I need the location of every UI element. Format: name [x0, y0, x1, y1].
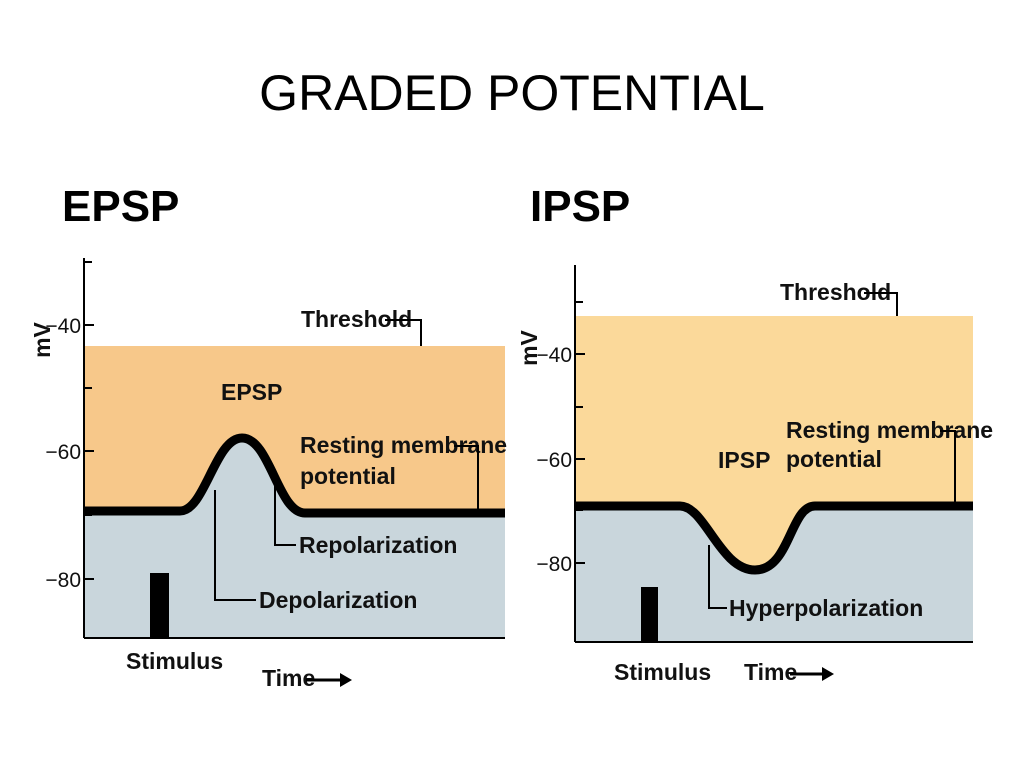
- epsp-tick-label: −40: [45, 315, 81, 338]
- ipsp-threshold-leader: [864, 292, 898, 316]
- epsp-resting-label-line2: potential: [300, 463, 396, 489]
- epsp-time-arrow: [306, 673, 352, 687]
- ipsp-above-rest-region: [575, 316, 973, 506]
- ipsp-hyperpolarization-label: Hyperpolarization: [729, 595, 923, 621]
- epsp-threshold-leader: [385, 319, 422, 346]
- ipsp-heading: IPSP: [530, 182, 631, 231]
- epsp-stimulus-bar: [150, 573, 169, 638]
- epsp-depolarization-label: Depolarization: [259, 587, 417, 613]
- epsp-depolarization-leader: [214, 490, 256, 601]
- ipsp-resting-label: Resting membrane: [786, 417, 993, 443]
- ipsp-tick-label: −80: [536, 553, 572, 576]
- epsp-repolarization-label: Repolarization: [299, 532, 457, 558]
- ipsp-tick-label: −40: [536, 344, 572, 367]
- ipsp-diagram: −40 −60 −80 mV Stimulus Time Threshold I…: [516, 265, 993, 685]
- ipsp-time-arrow: [790, 667, 834, 681]
- ipsp-hyperpolarization-leader: [708, 545, 727, 609]
- epsp-curve-label: EPSP: [221, 379, 282, 405]
- epsp-diagram: −40 −60 −80 mV Stimulus Time Threshold E…: [29, 258, 507, 691]
- epsp-above-rest-region: [84, 346, 505, 510]
- epsp-resting-leader: [454, 445, 479, 511]
- ipsp-time-label: Time: [744, 659, 797, 685]
- epsp-below-rest-region: [84, 510, 505, 638]
- ipsp-membrane-curve: [575, 501, 973, 575]
- ipsp-y-axis-label: mV: [516, 329, 542, 365]
- epsp-time-label: Time: [262, 665, 315, 691]
- ipsp-resting-label-line2: potential: [786, 446, 882, 472]
- slide-title: GRADED POTENTIAL: [259, 65, 765, 121]
- ipsp-curve-label: IPSP: [718, 447, 770, 473]
- epsp-stimulus-label: Stimulus: [126, 648, 223, 674]
- ipsp-tick-label: −60: [536, 449, 572, 472]
- epsp-tick-label: −60: [45, 441, 81, 464]
- ipsp-resting-leader: [940, 430, 956, 506]
- ipsp-dip-fill: [575, 500, 973, 570]
- epsp-heading: EPSP: [62, 182, 180, 231]
- epsp-tick-label: −80: [45, 569, 81, 592]
- ipsp-stimulus-bar: [641, 587, 658, 642]
- epsp-membrane-curve: [84, 433, 505, 518]
- epsp-repolarization-leader: [274, 470, 296, 546]
- epsp-y-axis-label: mV: [29, 321, 55, 357]
- ipsp-stimulus-label: Stimulus: [614, 659, 711, 685]
